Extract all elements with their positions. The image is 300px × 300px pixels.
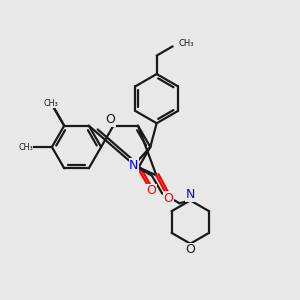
Text: CH₃: CH₃ — [178, 40, 194, 49]
Text: O: O — [164, 192, 173, 205]
Text: O: O — [185, 243, 195, 256]
Text: CH₃: CH₃ — [44, 98, 58, 107]
Text: N: N — [129, 159, 139, 172]
Text: N: N — [186, 188, 195, 201]
Text: O: O — [105, 113, 115, 127]
Text: O: O — [146, 184, 156, 197]
Text: CH₃: CH₃ — [18, 142, 33, 152]
